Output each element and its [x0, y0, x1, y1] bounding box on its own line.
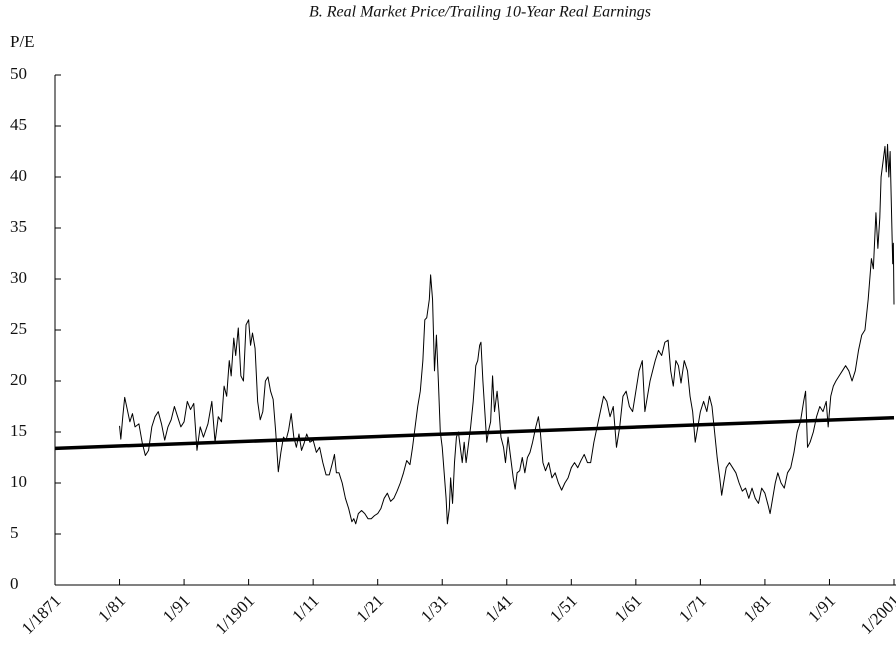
- data-line: [119, 143, 895, 525]
- data-line: [54, 415, 895, 451]
- y-tick-label: 25: [10, 319, 27, 338]
- x-tick-label: 1/41: [482, 591, 517, 626]
- y-tick-label: 20: [10, 370, 27, 389]
- y-tick-label: 10: [10, 472, 27, 491]
- y-tick-label: 40: [10, 166, 27, 185]
- x-tick-label: 1/11: [288, 591, 322, 625]
- x-tick-label: 1/1871: [18, 591, 65, 638]
- y-tick-label: 15: [10, 421, 27, 440]
- x-tick-label: 1/91: [804, 591, 839, 626]
- x-tick-label: 1/51: [546, 591, 581, 626]
- x-tick-label: 1/81: [740, 591, 775, 626]
- x-tick-label: 1/71: [675, 591, 710, 626]
- x-tick-label: 1/1901: [211, 591, 258, 638]
- y-axis-label: P/E: [10, 32, 35, 51]
- x-tick-label: 1/31: [417, 591, 452, 626]
- y-tick-label: 5: [10, 523, 19, 542]
- x-tick-label: 1/81: [94, 591, 129, 626]
- chart-title: B. Real Market Price/Trailing 10-Year Re…: [309, 4, 651, 21]
- x-tick-label: 1/61: [611, 591, 646, 626]
- y-tick-label: 45: [10, 115, 27, 134]
- y-tick-label: 35: [10, 217, 27, 236]
- y-tick-label: 30: [10, 268, 27, 287]
- x-tick-label: 1/21: [352, 591, 387, 626]
- x-tick-label: 1/91: [159, 591, 194, 626]
- x-tick-label: 1/2001: [857, 591, 896, 638]
- y-tick-label: 50: [10, 64, 27, 83]
- y-tick-label: 0: [10, 574, 19, 593]
